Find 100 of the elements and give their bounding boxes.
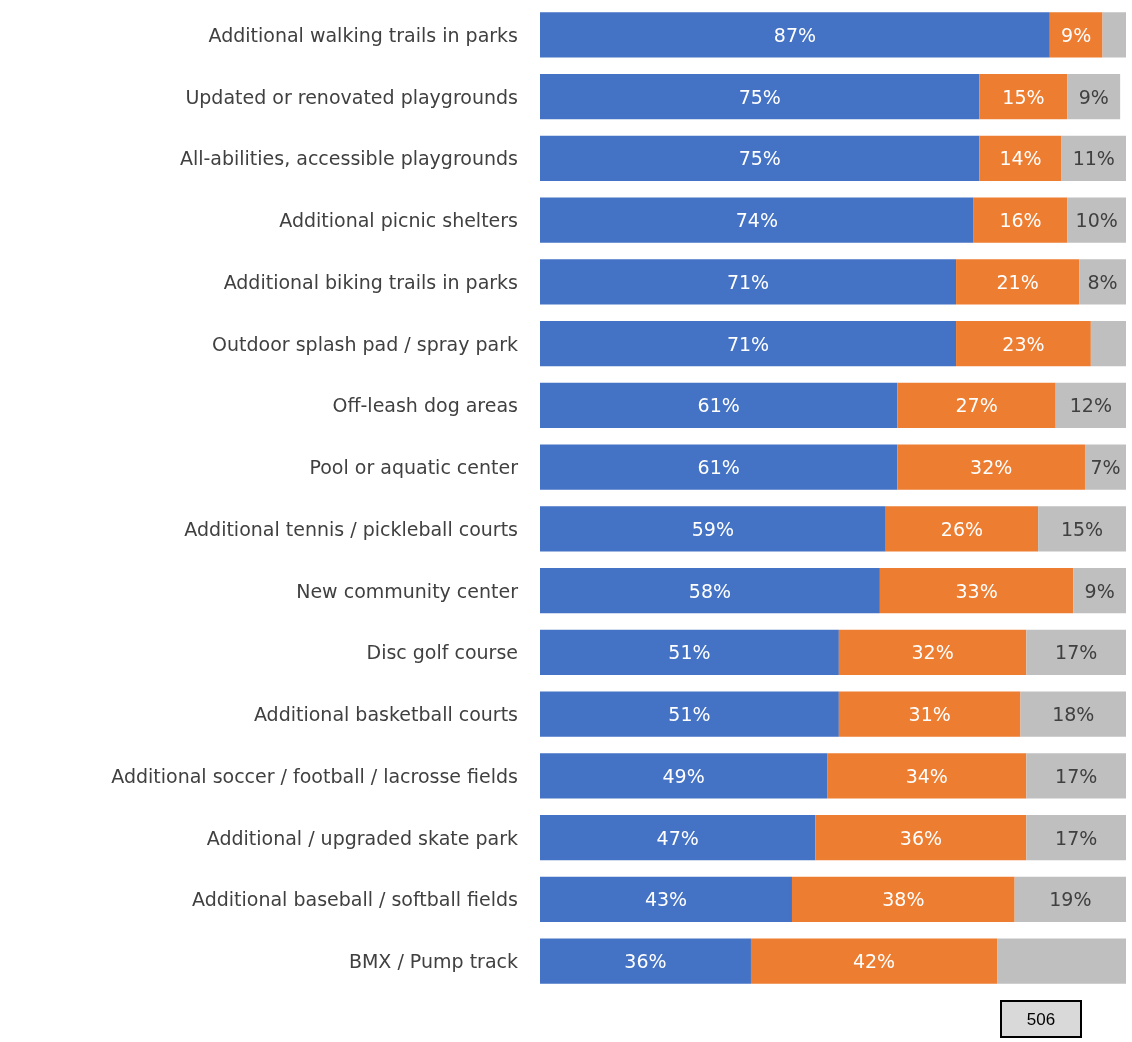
y-tick-label: All-abilities, accessible playgrounds [179,147,518,170]
bar [979,74,1068,120]
data-label: 17% [1055,826,1098,849]
data-label: 27% [955,394,998,417]
data-label: 32% [911,641,954,664]
bar [540,259,957,305]
y-tick-label: Disc golf course [366,641,518,664]
text: 506 [1026,1009,1056,1029]
bar [540,506,886,552]
data-label: 8% [1087,270,1118,293]
y-tick-label: Additional baseball / softball fields [192,888,518,911]
bar [1026,629,1126,675]
bar [979,135,1062,181]
bar [1067,74,1121,120]
data-label: 33% [955,579,998,602]
bar [540,938,751,984]
data-label: 26% [940,517,984,540]
y-tick-label: Pool or aquatic center [309,456,519,479]
bar [1073,568,1126,614]
data-label: 74% [735,209,778,232]
bar [540,135,980,181]
bar [1020,691,1126,737]
data-label: 51% [668,641,711,664]
data-label: 75% [738,85,781,108]
data-label: 10% [1075,209,1118,232]
bar [540,753,828,799]
data-label: 17% [1055,641,1098,664]
bar [750,938,998,984]
data-label: 31% [908,703,951,726]
bar [540,197,974,243]
bar [956,259,1080,305]
bar [540,568,880,614]
y-tick-label: Additional biking trails in parks [223,270,518,293]
bar [838,629,1027,675]
y-tick-label: New community center [296,579,519,602]
data-label: 58% [688,579,732,602]
data-label: 36% [899,826,943,849]
y-tick-label: Additional basketball courts [253,703,518,726]
data-label: 7% [1090,456,1121,479]
bar [540,74,980,120]
bar [1055,382,1126,428]
data-label: 59% [691,517,734,540]
bar [540,444,898,490]
data-label: 9% [1061,23,1092,46]
data-label: 36% [624,950,667,973]
data-label: 71% [726,270,770,293]
bar [540,321,957,367]
y-tick-label: Additional walking trails in parks [208,23,518,46]
bar [838,691,1021,737]
y-tick-label: Additional tennis / pickleball courts [184,517,518,540]
data-label: 15% [1060,517,1104,540]
bar [973,197,1068,243]
data-label: 49% [662,764,705,787]
bar [997,938,1126,984]
bar [885,506,1039,552]
data-label: 61% [697,394,740,417]
y-tick-label: Updated or renovated playgrounds [185,85,518,108]
data-label: 16% [999,209,1042,232]
bar [1090,321,1126,367]
data-label: 9% [1078,85,1109,108]
data-label: 11% [1072,147,1115,170]
y-tick-label: Additional / upgraded skate park [206,826,518,849]
data-label: 32% [970,456,1013,479]
bar [815,815,1027,861]
y-tick-label: Outdoor splash pad / spray park [212,332,518,355]
data-label: 34% [905,764,948,787]
data-label: 87% [773,23,817,46]
bar [791,876,1015,922]
data-label: 43% [644,888,688,911]
data-label: 42% [852,950,896,973]
data-label: 9% [1084,579,1115,602]
data-label: 75% [738,147,781,170]
data-label: 47% [656,826,699,849]
bar [1067,197,1126,243]
bar [897,444,1085,490]
bar [540,876,792,922]
data-label: 12% [1069,394,1112,417]
bar [1061,135,1126,181]
bar [827,753,1027,799]
bar [1026,815,1126,861]
bar [1038,506,1126,552]
data-label: 61% [697,456,740,479]
data-label: 23% [1002,332,1045,355]
bar [956,321,1091,367]
bar [1026,753,1126,799]
data-label: 18% [1052,703,1095,726]
bar [540,382,898,428]
bar [897,382,1056,428]
bar [1102,12,1126,58]
bar [1084,444,1126,490]
bar [540,12,1050,58]
data-label: 19% [1049,888,1092,911]
data-label: 14% [999,147,1042,170]
bar [879,568,1074,614]
data-label: 71% [726,332,770,355]
bar [540,629,839,675]
data-label: 21% [996,270,1039,293]
bar [540,815,816,861]
y-tick-label: BMX / Pump track [348,950,518,973]
y-tick-label: Off-leash dog areas [332,394,518,417]
